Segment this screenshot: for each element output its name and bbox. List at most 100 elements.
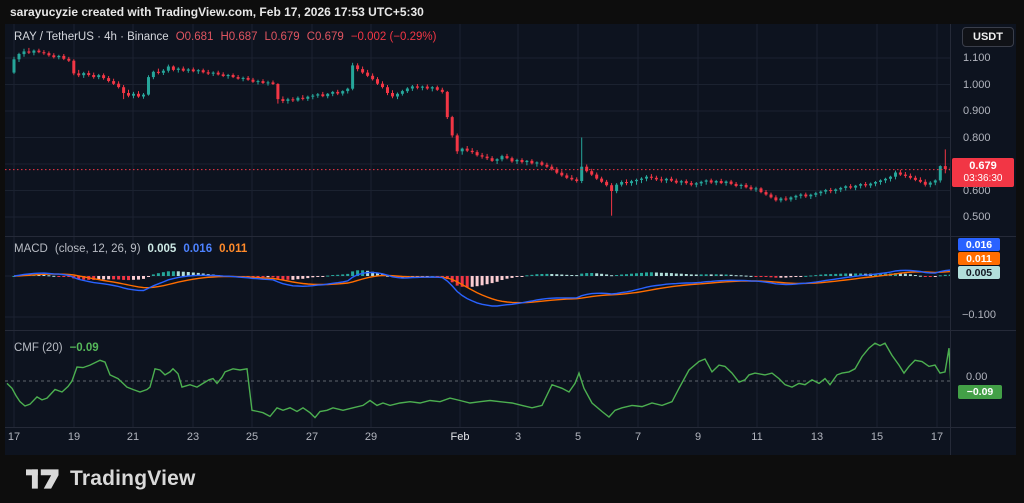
candle-body xyxy=(221,74,225,76)
pane-separator-cmf[interactable] xyxy=(5,330,1016,331)
macd-hist-bar xyxy=(724,274,728,276)
right-margin xyxy=(1016,24,1024,455)
macd-hist-bar xyxy=(580,273,584,276)
time-tick-label: 17 xyxy=(7,431,21,443)
candle-body xyxy=(809,194,813,197)
candle-body xyxy=(759,188,763,193)
cmf-legend[interactable]: CMF (20) −0.09 xyxy=(14,342,99,354)
candle-body xyxy=(241,77,245,79)
candle-body xyxy=(654,177,658,180)
candle-body xyxy=(938,166,942,181)
candle-body xyxy=(485,156,489,159)
macd-hist-bar xyxy=(475,276,479,287)
candle-body xyxy=(834,189,838,191)
macd-hist-bar xyxy=(923,276,927,277)
macd-hist-bar xyxy=(336,274,340,276)
candle-body xyxy=(704,180,708,182)
symbol-legend[interactable]: RAY / TetherUS · 4h · Binance O0.681 H0.… xyxy=(14,31,436,43)
pane-separator-macd[interactable] xyxy=(5,236,1016,237)
candle-body xyxy=(659,179,663,181)
macd-hist-bar xyxy=(729,274,733,276)
macd-hist-bar xyxy=(186,272,190,276)
candle-body xyxy=(107,78,111,81)
candle-body xyxy=(196,70,200,72)
candle-body xyxy=(371,75,375,80)
macd-hist-bar xyxy=(794,276,798,277)
candle-body xyxy=(570,177,574,180)
candle-body xyxy=(565,175,569,178)
macd-title[interactable]: MACD xyxy=(14,243,48,255)
candle-body xyxy=(455,135,459,152)
macd-hist-bar xyxy=(296,276,300,280)
time-tick-label: 13 xyxy=(810,431,824,443)
candle-body xyxy=(709,180,713,183)
macd-hist-bar xyxy=(127,276,130,281)
candle-body xyxy=(669,178,673,181)
time-tick-label: 7 xyxy=(634,431,642,443)
candle-body xyxy=(465,148,469,151)
candle-body xyxy=(610,185,614,191)
candle-body xyxy=(161,70,165,73)
macd-hist-bar xyxy=(595,273,599,276)
candle-body xyxy=(166,66,170,71)
macd-hist-bar xyxy=(570,275,574,276)
macd-hist-bar xyxy=(689,274,693,276)
macd-hist-bar xyxy=(97,276,101,280)
candle-body xyxy=(724,181,728,184)
macd-hist-bar xyxy=(176,271,180,276)
candle-body xyxy=(386,87,389,93)
candle-body xyxy=(236,77,240,79)
macd-hist-bar xyxy=(311,276,315,278)
candle-body xyxy=(774,197,778,201)
candle-body xyxy=(276,84,280,100)
currency-unit-button[interactable]: USDT xyxy=(962,27,1014,47)
candle-body xyxy=(540,162,544,165)
macd-hist-bar xyxy=(286,276,290,280)
candle-body xyxy=(550,166,554,170)
candle-body xyxy=(620,182,624,185)
macd-hist-bar xyxy=(147,276,150,277)
macd-signal-value: 0.011 xyxy=(219,243,248,255)
macd-hist-bar xyxy=(460,276,464,287)
tradingview-wordmark: TradingView xyxy=(70,467,196,490)
macd-hist-bar xyxy=(774,276,778,278)
macd-hist-bar xyxy=(530,274,534,276)
cmf-pane-canvas[interactable] xyxy=(5,330,950,427)
macd-hist-bar xyxy=(739,275,743,277)
macd-hist-bar xyxy=(251,276,255,278)
candle-body xyxy=(794,195,798,198)
price-pane-canvas[interactable] xyxy=(5,24,950,236)
candle-body xyxy=(92,75,96,78)
candle-body xyxy=(664,178,668,181)
macd-pane-canvas[interactable] xyxy=(5,236,950,330)
candle-body xyxy=(679,181,683,183)
candle-body xyxy=(211,72,215,74)
candle-body xyxy=(142,94,145,97)
candle-body xyxy=(62,55,66,59)
macd-hist-bar xyxy=(326,275,330,277)
cmf-title[interactable]: CMF (20) xyxy=(14,342,63,354)
candle-body xyxy=(545,164,549,167)
symbol-title[interactable]: RAY / TetherUS · 4h · Binance xyxy=(14,31,169,43)
candle-body xyxy=(445,91,449,118)
candle-body xyxy=(301,97,305,99)
macd-hist-bar xyxy=(664,272,668,276)
macd-hist-bar xyxy=(854,273,858,276)
macd-hist-bar xyxy=(500,276,504,280)
candle-body xyxy=(82,73,86,76)
candle-body xyxy=(356,65,360,70)
candle-body xyxy=(918,179,922,182)
candle-body xyxy=(879,180,882,182)
macd-legend[interactable]: MACD (close, 12, 26, 9) 0.005 0.016 0.01… xyxy=(14,243,247,255)
macd-hist-bar xyxy=(809,275,813,277)
candle-body xyxy=(595,174,599,179)
time-tick-label: 19 xyxy=(67,431,81,443)
candle-body xyxy=(191,69,195,72)
macd-hist-bar xyxy=(565,274,569,276)
macd-hist-bar xyxy=(520,276,524,277)
candle-body xyxy=(57,55,61,58)
candle-body xyxy=(321,94,325,97)
price-tick-label: 0.500 xyxy=(963,211,991,223)
tradingview-brand-link[interactable]: TradingView xyxy=(26,467,196,491)
